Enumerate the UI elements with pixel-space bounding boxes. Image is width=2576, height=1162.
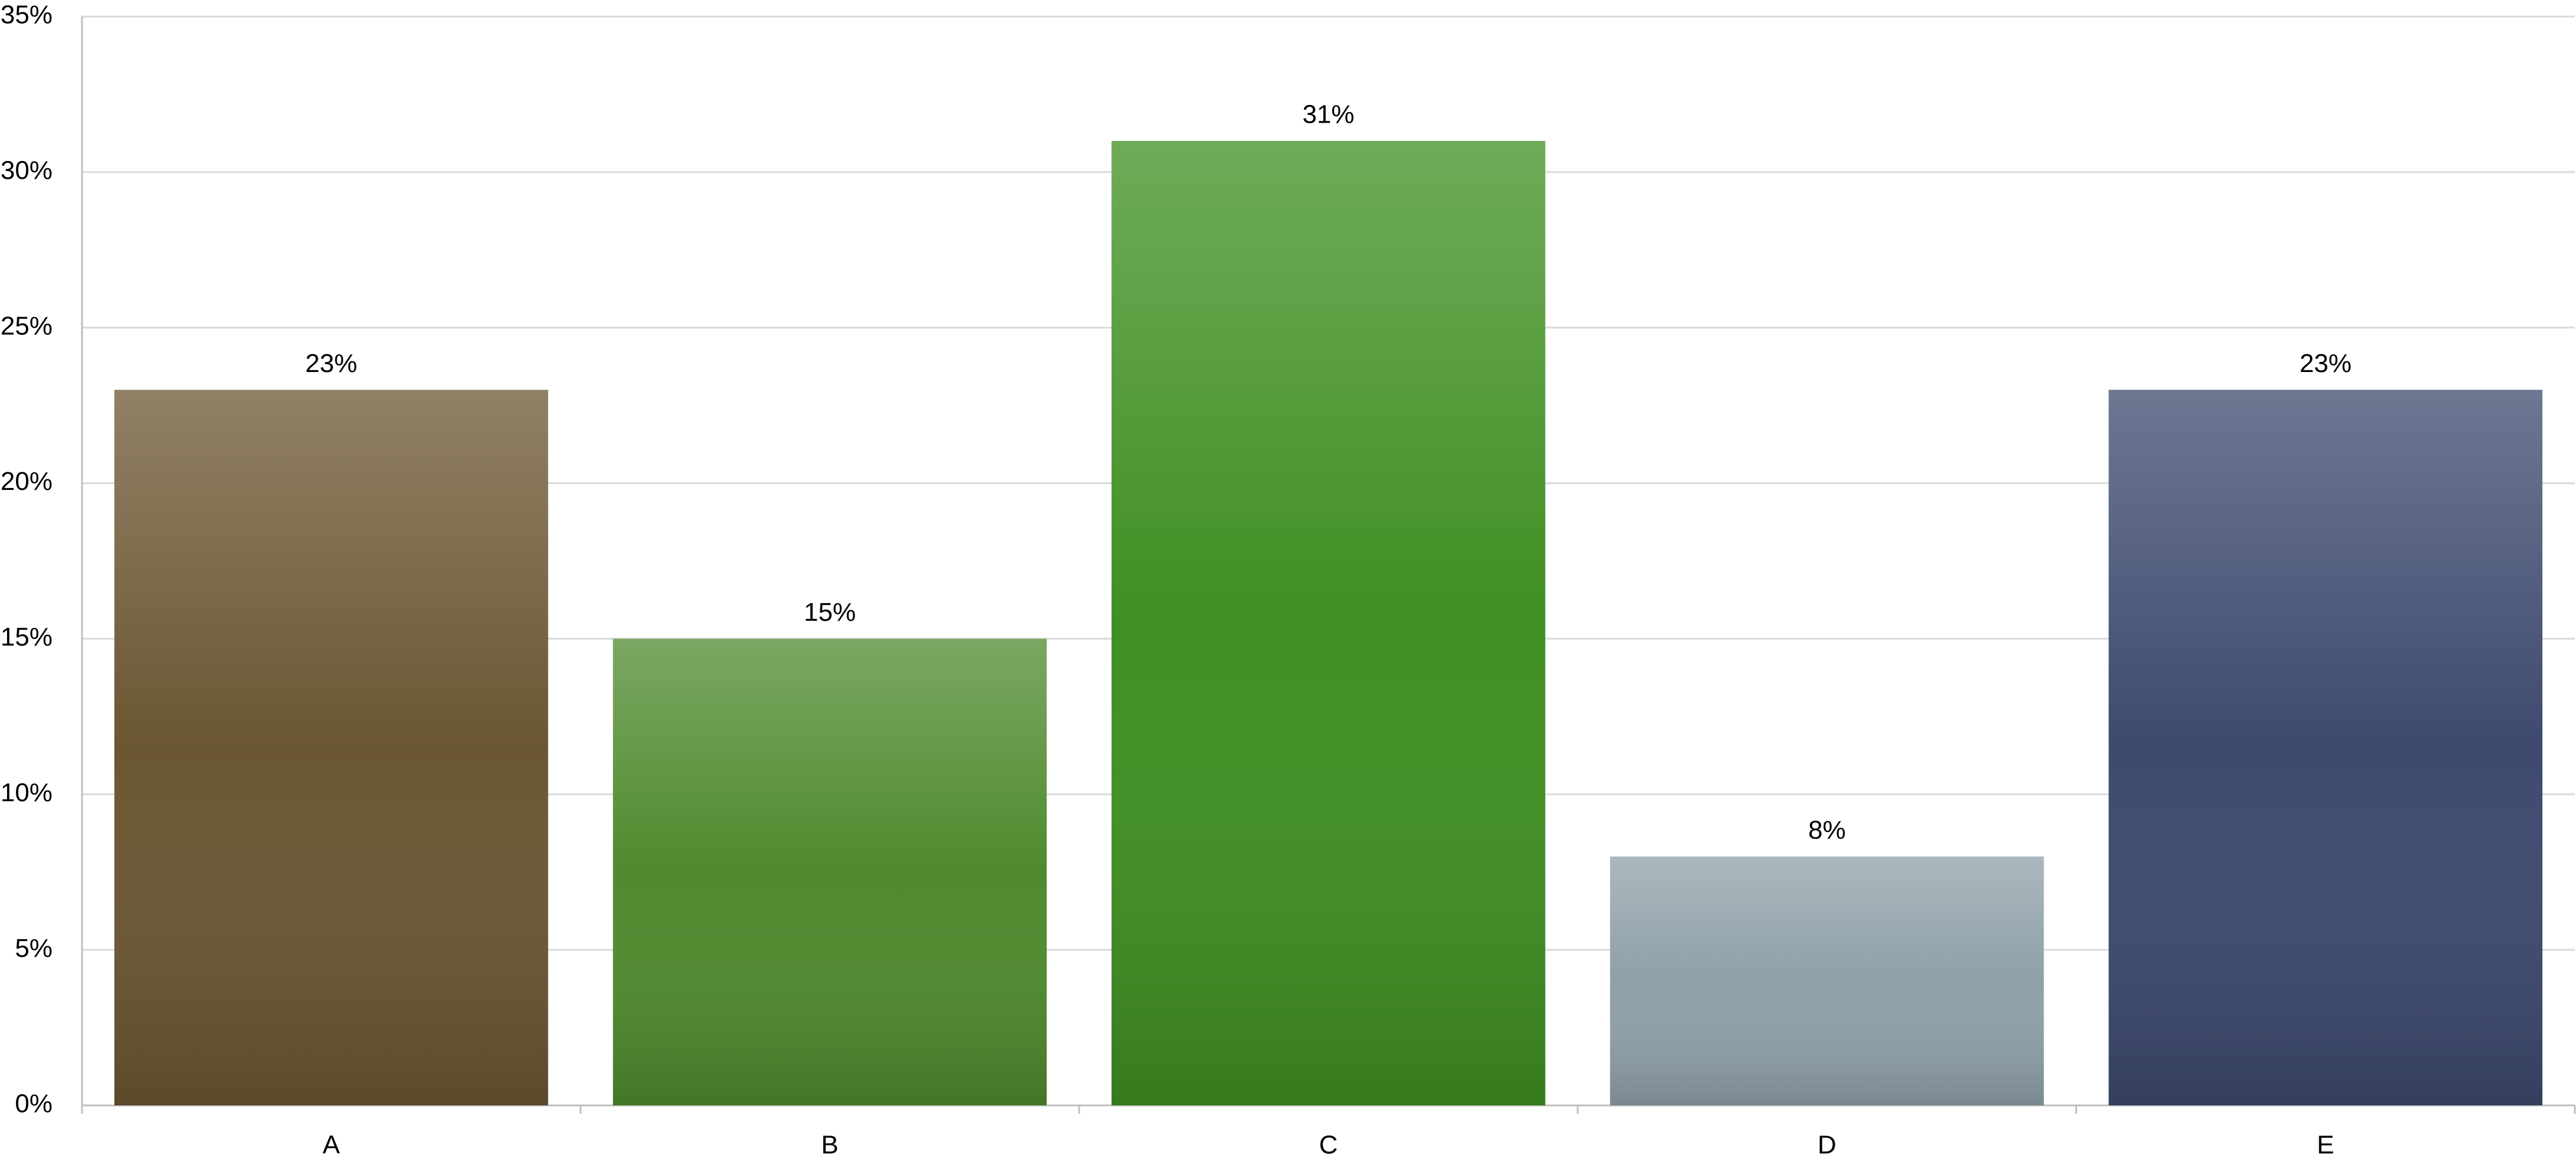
y-tick-label: 20% [1, 467, 52, 496]
x-tick-label: A [323, 1131, 340, 1160]
value-label: 23% [2299, 349, 2351, 378]
y-tick-label: 30% [1, 156, 52, 185]
value-label: 23% [305, 349, 357, 378]
bar-shade [114, 390, 548, 1106]
y-tick-label: 5% [15, 934, 52, 963]
x-tick-label: D [1818, 1131, 1836, 1160]
value-label: 31% [1302, 100, 1354, 129]
y-tick-label: 0% [15, 1089, 52, 1118]
x-tick-label: B [821, 1131, 838, 1160]
bar-shade [1610, 856, 2044, 1105]
y-tick-label: 25% [1, 311, 52, 340]
value-label: 8% [1808, 815, 1846, 844]
x-tick-label: C [1319, 1131, 1338, 1160]
y-tick-label: 35% [1, 1, 52, 29]
value-label: 15% [804, 598, 856, 627]
y-tick-label: 15% [1, 623, 52, 651]
y-tick-label: 10% [1, 778, 52, 807]
bar-shade [1111, 141, 1546, 1106]
bar-shade [2108, 390, 2543, 1106]
x-tick-label: E [2317, 1131, 2334, 1160]
bar-shade [613, 638, 1047, 1105]
